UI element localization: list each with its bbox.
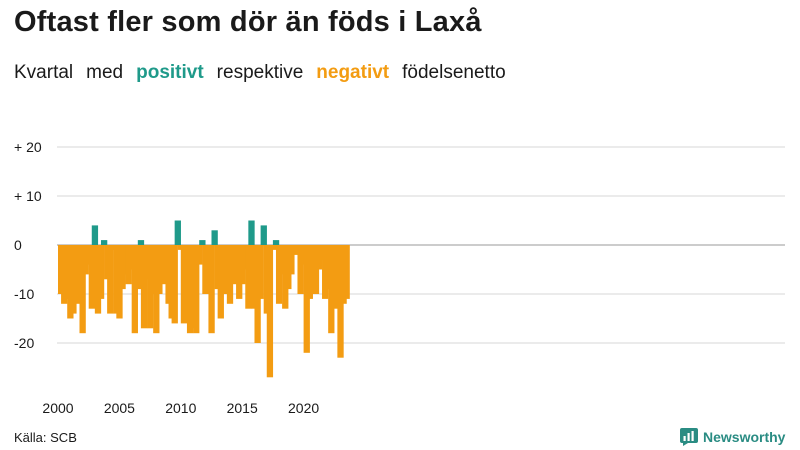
subtitle-text-1: Kvartal [14,62,74,83]
subtitle-text-3: respektive [216,62,304,83]
bar [107,245,114,314]
bar [97,245,105,299]
newsworthy-logo-icon [680,428,698,446]
grid-layer [57,146,785,344]
y-tick-label: -10 [14,286,34,302]
bar [343,245,350,299]
page-title: Oftast fler som dör än föds i Laxå [14,6,482,38]
bar [91,225,99,245]
bar [257,245,264,299]
bar [211,230,218,245]
bar [297,245,304,294]
bar [88,245,95,309]
source-note: Källa: SCB [14,430,77,445]
bar [288,245,295,275]
bar [174,220,181,245]
subtitle-text-2: med [86,62,124,83]
bar [208,245,215,334]
x-tick-label: 2005 [104,400,135,416]
x-tick-label: 2015 [227,400,258,416]
bar [226,245,234,304]
bar [266,245,274,378]
brand-logo[interactable]: Newsworthy [680,426,785,448]
x-tick-label: 2020 [288,400,319,416]
bar [134,245,142,290]
bar [171,245,178,324]
x-tick-label: 2010 [165,400,196,416]
bar [180,245,188,324]
subtitle-text-4: födelsenetto [402,62,506,83]
y-tick-label: -20 [14,335,34,351]
brand-name: Newsworthy [703,429,786,445]
x-tick-label: 2000 [42,400,73,416]
subtitle-positive-label: positivt [136,62,204,83]
y-tick-label: 0 [14,237,22,253]
bar [272,240,280,245]
bar [137,240,145,245]
bar [260,225,267,245]
bar [140,245,148,329]
bar [331,245,338,309]
axis-layer: + 20 + 10 0 -10 -20 2000 2005 2010 2015 2020 [14,139,319,416]
bar [199,240,206,245]
bar [245,245,252,309]
bar [193,245,200,334]
y-tick-label: + 20 [14,139,42,155]
bar [248,220,255,245]
bar [79,245,86,334]
bar-layer [58,220,350,378]
bar [269,245,277,250]
y-tick-label: + 10 [14,188,42,204]
subtitle-negative-label: negativt [316,62,390,83]
subtitle: Kvartal med positivt respektive negativt föde… [14,62,519,84]
bar [100,240,108,245]
bar [196,245,203,265]
